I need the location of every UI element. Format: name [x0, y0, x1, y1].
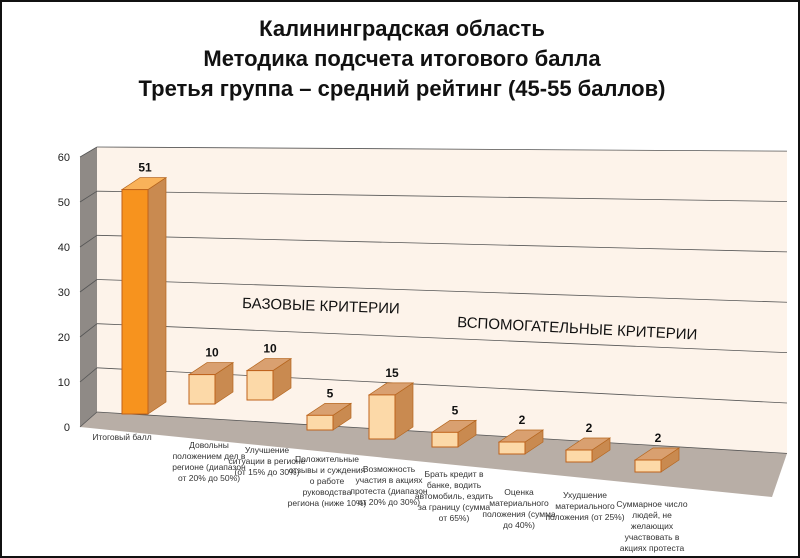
chart-title-line-2: Методика подсчета итогового балла [203, 46, 601, 71]
x-category-label: Ухудшение материального положения (от 25… [545, 490, 625, 522]
data-label: 2 [519, 413, 526, 427]
y-tick-label: 10 [58, 377, 70, 389]
y-tick-label: 20 [58, 332, 70, 344]
gridline-side [79, 190, 98, 203]
bar [368, 394, 396, 440]
y-tick-label: 60 [58, 152, 70, 164]
gridline [96, 323, 788, 354]
x-category-label: Суммарное число людей, не желающих участ… [616, 499, 688, 556]
chart-title-line-3: Третья группа – средний рейтинг (45-55 б… [138, 76, 666, 101]
bar [498, 441, 526, 455]
gridline [96, 190, 788, 202]
bar [246, 370, 274, 401]
bar-side [147, 176, 167, 415]
x-category-label: Возможность участия в акциях протеста (д… [350, 464, 428, 507]
gridline-side [79, 279, 98, 293]
gridline [96, 234, 788, 253]
bar [431, 431, 459, 448]
x-category-label: Брать кредит в банке, водить автомобиль,… [414, 469, 494, 523]
gridline-side [79, 235, 98, 248]
data-label: 5 [327, 386, 334, 400]
x-category-label: Улучшение ситуации в регионе (от 15% до … [228, 445, 306, 477]
gridline-side [79, 367, 98, 383]
data-label: 15 [385, 366, 399, 380]
y-tick-label: 40 [58, 242, 70, 254]
y-tick-label: 30 [58, 287, 70, 299]
x-category-label: Положительные отзывы и суждения о работе… [287, 454, 367, 508]
gridline-side [79, 146, 98, 158]
x-category-label: Итоговый балл [92, 432, 152, 442]
gridline [96, 146, 788, 152]
y-tick-label: 50 [58, 197, 70, 209]
bar [634, 459, 662, 473]
gridline [96, 279, 788, 303]
chart-title-line-1: Калининградская область [259, 16, 545, 41]
data-label: 2 [655, 431, 662, 445]
x-category-label: Оценка материального положения (сумма до… [482, 487, 556, 530]
side-wall [80, 147, 97, 427]
data-label: 51 [138, 161, 152, 175]
data-label: 2 [586, 421, 593, 435]
bar [565, 449, 593, 463]
bar [306, 414, 334, 431]
annotation-base-criteria: БАЗОВЫЕ КРИТЕРИИ [242, 295, 400, 317]
bar [188, 374, 216, 405]
y-tick-label: 0 [64, 422, 70, 434]
x-category-label: Довольны положением дел в регионе (диапа… [172, 440, 246, 483]
data-label: 10 [205, 346, 219, 360]
data-label: 10 [263, 342, 277, 356]
bar [121, 189, 149, 415]
floor [80, 412, 787, 497]
data-label: 5 [452, 403, 459, 417]
gridline-side [79, 323, 98, 338]
gridline-side [79, 411, 98, 428]
